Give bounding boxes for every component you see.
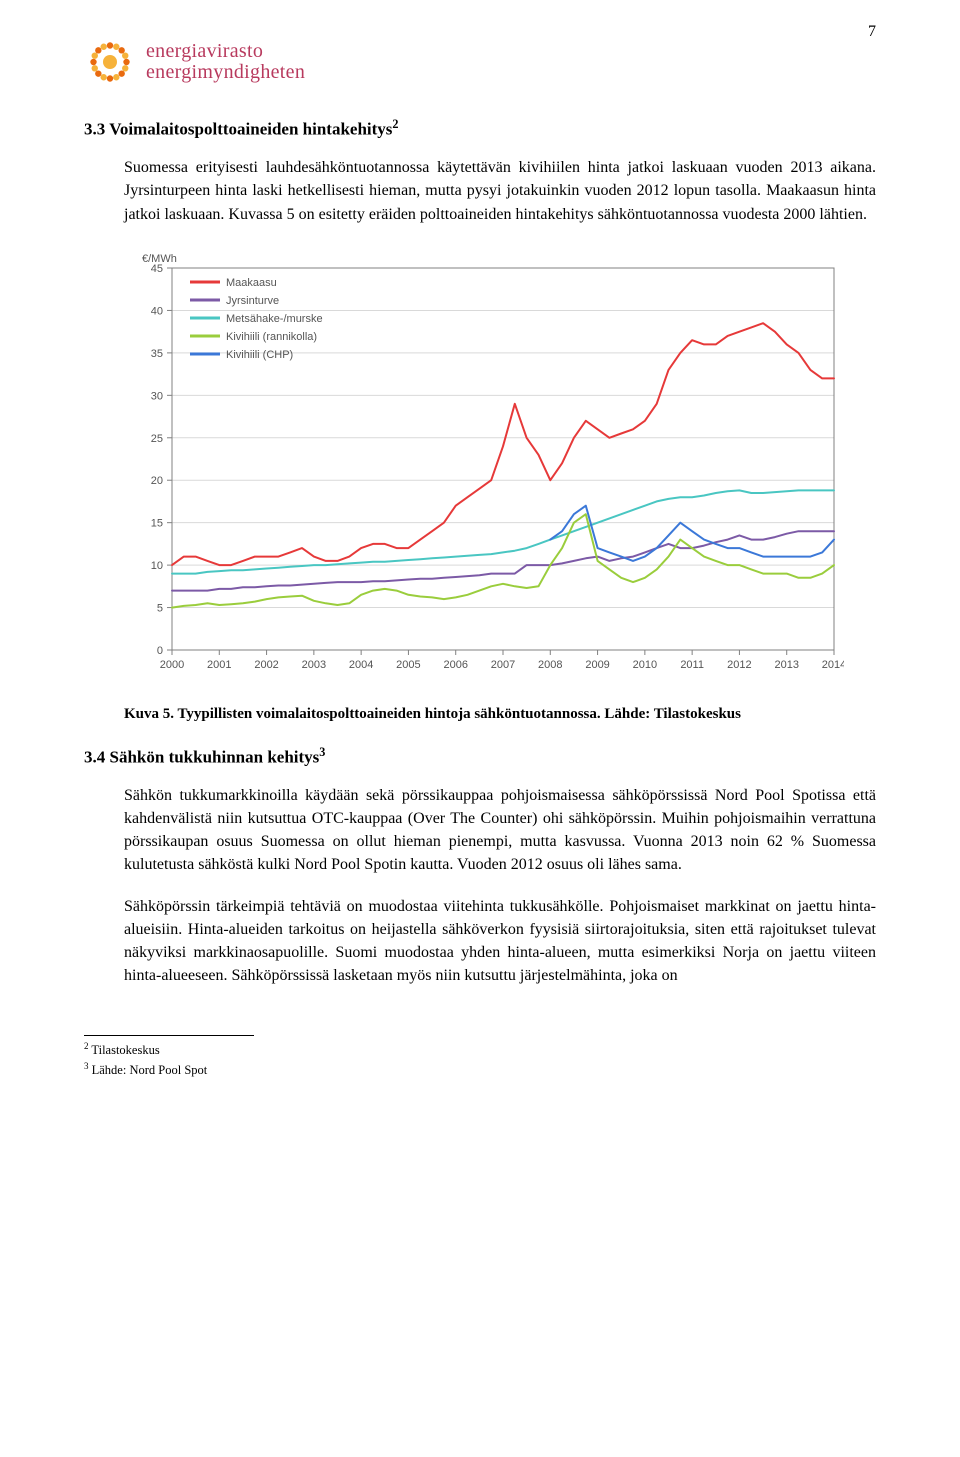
para-3-3: Suomessa erityisesti lauhdesähköntuotann… bbox=[84, 156, 876, 226]
svg-text:2010: 2010 bbox=[633, 659, 657, 671]
svg-text:2008: 2008 bbox=[538, 659, 562, 671]
footnotes: 2 Tilastokeskus 3 Lähde: Nord Pool Spot bbox=[84, 1035, 254, 1079]
svg-text:2004: 2004 bbox=[349, 659, 373, 671]
svg-text:0: 0 bbox=[157, 645, 163, 657]
svg-text:€/MWh: €/MWh bbox=[142, 253, 177, 265]
svg-text:25: 25 bbox=[151, 433, 163, 445]
svg-text:35: 35 bbox=[151, 348, 163, 360]
para-3-4-2: Sähköpörssin tärkeimpiä tehtäviä on muod… bbox=[84, 895, 876, 988]
svg-text:Maakaasu: Maakaasu bbox=[226, 277, 277, 289]
sun-icon bbox=[84, 36, 136, 88]
svg-text:2011: 2011 bbox=[680, 659, 704, 671]
svg-text:2000: 2000 bbox=[160, 659, 184, 671]
svg-text:2013: 2013 bbox=[774, 659, 798, 671]
svg-text:2014: 2014 bbox=[822, 659, 844, 671]
svg-text:20: 20 bbox=[151, 475, 163, 487]
chart-caption: Kuva 5. Tyypillisten voimalaitospolttoai… bbox=[84, 704, 876, 726]
footnote-2: 2 Tilastokeskus bbox=[84, 1040, 254, 1060]
svg-text:2005: 2005 bbox=[396, 659, 420, 671]
heading-3-3: 3.3 Voimalaitospolttoaineiden hintakehit… bbox=[84, 116, 876, 142]
svg-text:10: 10 bbox=[151, 560, 163, 572]
svg-text:2009: 2009 bbox=[585, 659, 609, 671]
logo-line-1: energiavirasto bbox=[146, 41, 305, 62]
svg-text:Metsähake-/murske: Metsähake-/murske bbox=[226, 313, 323, 325]
svg-text:2007: 2007 bbox=[491, 659, 515, 671]
svg-text:Kivihiili (rannikolla): Kivihiili (rannikolla) bbox=[226, 331, 317, 343]
footnote-3: 3 Lähde: Nord Pool Spot bbox=[84, 1060, 254, 1080]
brand-logo: energiavirasto energimyndigheten bbox=[84, 36, 876, 88]
svg-text:40: 40 bbox=[151, 305, 163, 317]
svg-text:15: 15 bbox=[151, 518, 163, 530]
svg-text:2012: 2012 bbox=[727, 659, 751, 671]
svg-text:2002: 2002 bbox=[254, 659, 278, 671]
svg-text:Jyrsinturve: Jyrsinturve bbox=[226, 295, 279, 307]
svg-text:2001: 2001 bbox=[207, 659, 231, 671]
svg-text:30: 30 bbox=[151, 390, 163, 402]
svg-text:Kivihiili (CHP): Kivihiili (CHP) bbox=[226, 349, 293, 361]
heading-3-4: 3.4 Sähkön tukkuhinnan kehitys3 bbox=[84, 744, 876, 770]
svg-text:2003: 2003 bbox=[302, 659, 326, 671]
svg-text:2006: 2006 bbox=[443, 659, 467, 671]
logo-line-2: energimyndigheten bbox=[146, 62, 305, 83]
page-number: 7 bbox=[868, 20, 876, 43]
svg-text:5: 5 bbox=[157, 602, 163, 614]
fuel-price-chart: 051015202530354045€/MWh20002001200220032… bbox=[84, 244, 876, 684]
para-3-4-1: Sähkön tukkumarkkinoilla käydään sekä pö… bbox=[84, 784, 876, 877]
